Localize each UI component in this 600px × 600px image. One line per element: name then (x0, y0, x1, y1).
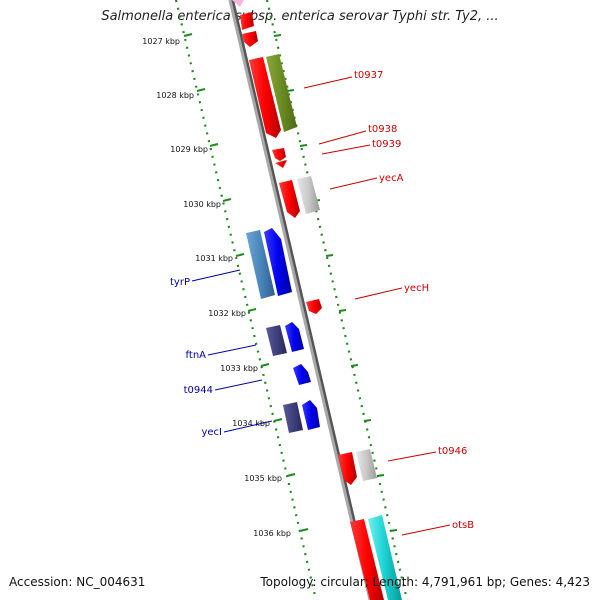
genome-backbone (228, 0, 372, 600)
gene-feature-cyan[interactable] (368, 515, 402, 600)
connector-yecH (354, 287, 403, 300)
gene-feature-t0938[interactable] (272, 148, 286, 161)
ruler-tick (286, 89, 295, 92)
ruler-tick (273, 34, 282, 37)
kbp-label: 1033 kbp (220, 364, 258, 373)
connector-t0939 (321, 144, 371, 155)
gene-label-t0937[interactable]: t0937 (354, 70, 383, 81)
gene-label-yecI[interactable]: yecI (201, 427, 222, 438)
ruler-tick (273, 418, 283, 422)
gene-label-t0946[interactable]: t0946 (438, 446, 467, 457)
gene-feature-otsB[interactable] (350, 519, 384, 600)
gene-feature-t0937[interactable] (249, 57, 281, 138)
ruler-tick (325, 254, 334, 257)
ruler-ticks (183, 33, 398, 532)
gene-label-yecA[interactable]: yecA (379, 173, 404, 184)
gene-feature-blue-2[interactable] (285, 322, 304, 352)
gene-feature-t0939[interactable] (275, 160, 287, 168)
gene-feature-gray-2[interactable] (356, 449, 377, 481)
ruler-tick (389, 529, 398, 532)
ruler-tick (196, 88, 206, 92)
connector-yecI (223, 420, 273, 433)
ruler-tick (363, 419, 372, 422)
kbp-labels: 1027 kbp 1028 kbp 1029 kbp 1030 kbp 1031… (142, 37, 291, 538)
gene-feature-yecA[interactable] (279, 180, 300, 218)
kbp-label: 1035 kbp (244, 474, 282, 483)
connector-otsB (401, 524, 451, 536)
gene-feature-yecH[interactable] (306, 299, 322, 314)
ruler-tick (299, 144, 308, 147)
gene-feature-partial-red[interactable] (240, 12, 254, 30)
connector-yecA (329, 177, 378, 190)
gene-label-otsB[interactable]: otsB (452, 520, 474, 531)
ruler-tick (260, 363, 270, 367)
ruler-tick (286, 473, 296, 477)
ruler-tick (350, 364, 359, 367)
kbp-label: 1031 kbp (195, 254, 233, 263)
genome-summary-text: Topology: circular; Length: 4,791,961 bp… (260, 575, 590, 589)
map-title: Salmonella enterica subsp. enterica sero… (101, 9, 499, 24)
ruler-tick (338, 309, 347, 312)
gene-feature-partial-pink[interactable] (232, 0, 244, 7)
gene-label-tyrP[interactable]: tyrP (170, 277, 190, 288)
connector-t0946 (387, 451, 437, 462)
gene-feature-ftnA[interactable] (266, 325, 287, 356)
connector-tyrP (191, 269, 241, 282)
kbp-label: 1032 kbp (208, 309, 246, 318)
kbp-label: 1029 kbp (170, 145, 208, 154)
accession-text: Accession: NC_004631 (9, 575, 146, 589)
genome-backbone-shadow (230, 0, 374, 600)
gene-label-t0938[interactable]: t0938 (368, 124, 397, 135)
ruler-tick (299, 528, 309, 532)
connector-t0937 (303, 76, 353, 89)
kbp-label: 1036 kbp (253, 529, 291, 538)
kbp-label: 1030 kbp (183, 200, 221, 209)
kbp-label: 1027 kbp (142, 37, 180, 46)
ruler-tick (376, 474, 385, 477)
ruler-tick (247, 308, 257, 312)
gene-feature-olive[interactable] (266, 54, 297, 132)
gene-label-t0939[interactable]: t0939 (372, 139, 401, 150)
gene-feature-blue-3[interactable] (302, 400, 320, 430)
ruler-dotted-line-right (265, 0, 409, 600)
gene-labels: t0937 t0938 t0939 yecA yecH t0946 otsB t… (170, 70, 474, 531)
ruler-tick (209, 143, 219, 147)
gene-feature-t0944[interactable] (293, 364, 311, 385)
ruler-tick (222, 198, 232, 202)
gene-label-ftnA[interactable]: ftnA (186, 350, 207, 361)
kbp-label: 1034 kbp (232, 419, 270, 428)
kbp-label: 1028 kbp (156, 91, 194, 100)
connector-ftnA (207, 344, 257, 356)
label-connectors (191, 76, 451, 536)
ruler-tick (183, 33, 193, 37)
connector-t0944 (214, 379, 263, 391)
ruler-tick (235, 253, 245, 257)
gene-feature-blue-1[interactable] (264, 228, 292, 296)
gene-feature-gray-1[interactable] (297, 176, 320, 214)
ruler-dotted-line-left (174, 0, 318, 600)
gene-feature-t0946[interactable] (338, 452, 357, 485)
gene-label-yecH[interactable]: yecH (404, 283, 429, 294)
connector-t0938 (318, 130, 367, 145)
gene-label-t0944[interactable]: t0944 (184, 385, 213, 396)
gene-feature-tyrP[interactable] (246, 230, 275, 299)
gene-feature-yecI[interactable] (283, 402, 303, 433)
gene-features (232, 0, 402, 600)
gene-feature-partial-red-2[interactable] (242, 31, 258, 47)
